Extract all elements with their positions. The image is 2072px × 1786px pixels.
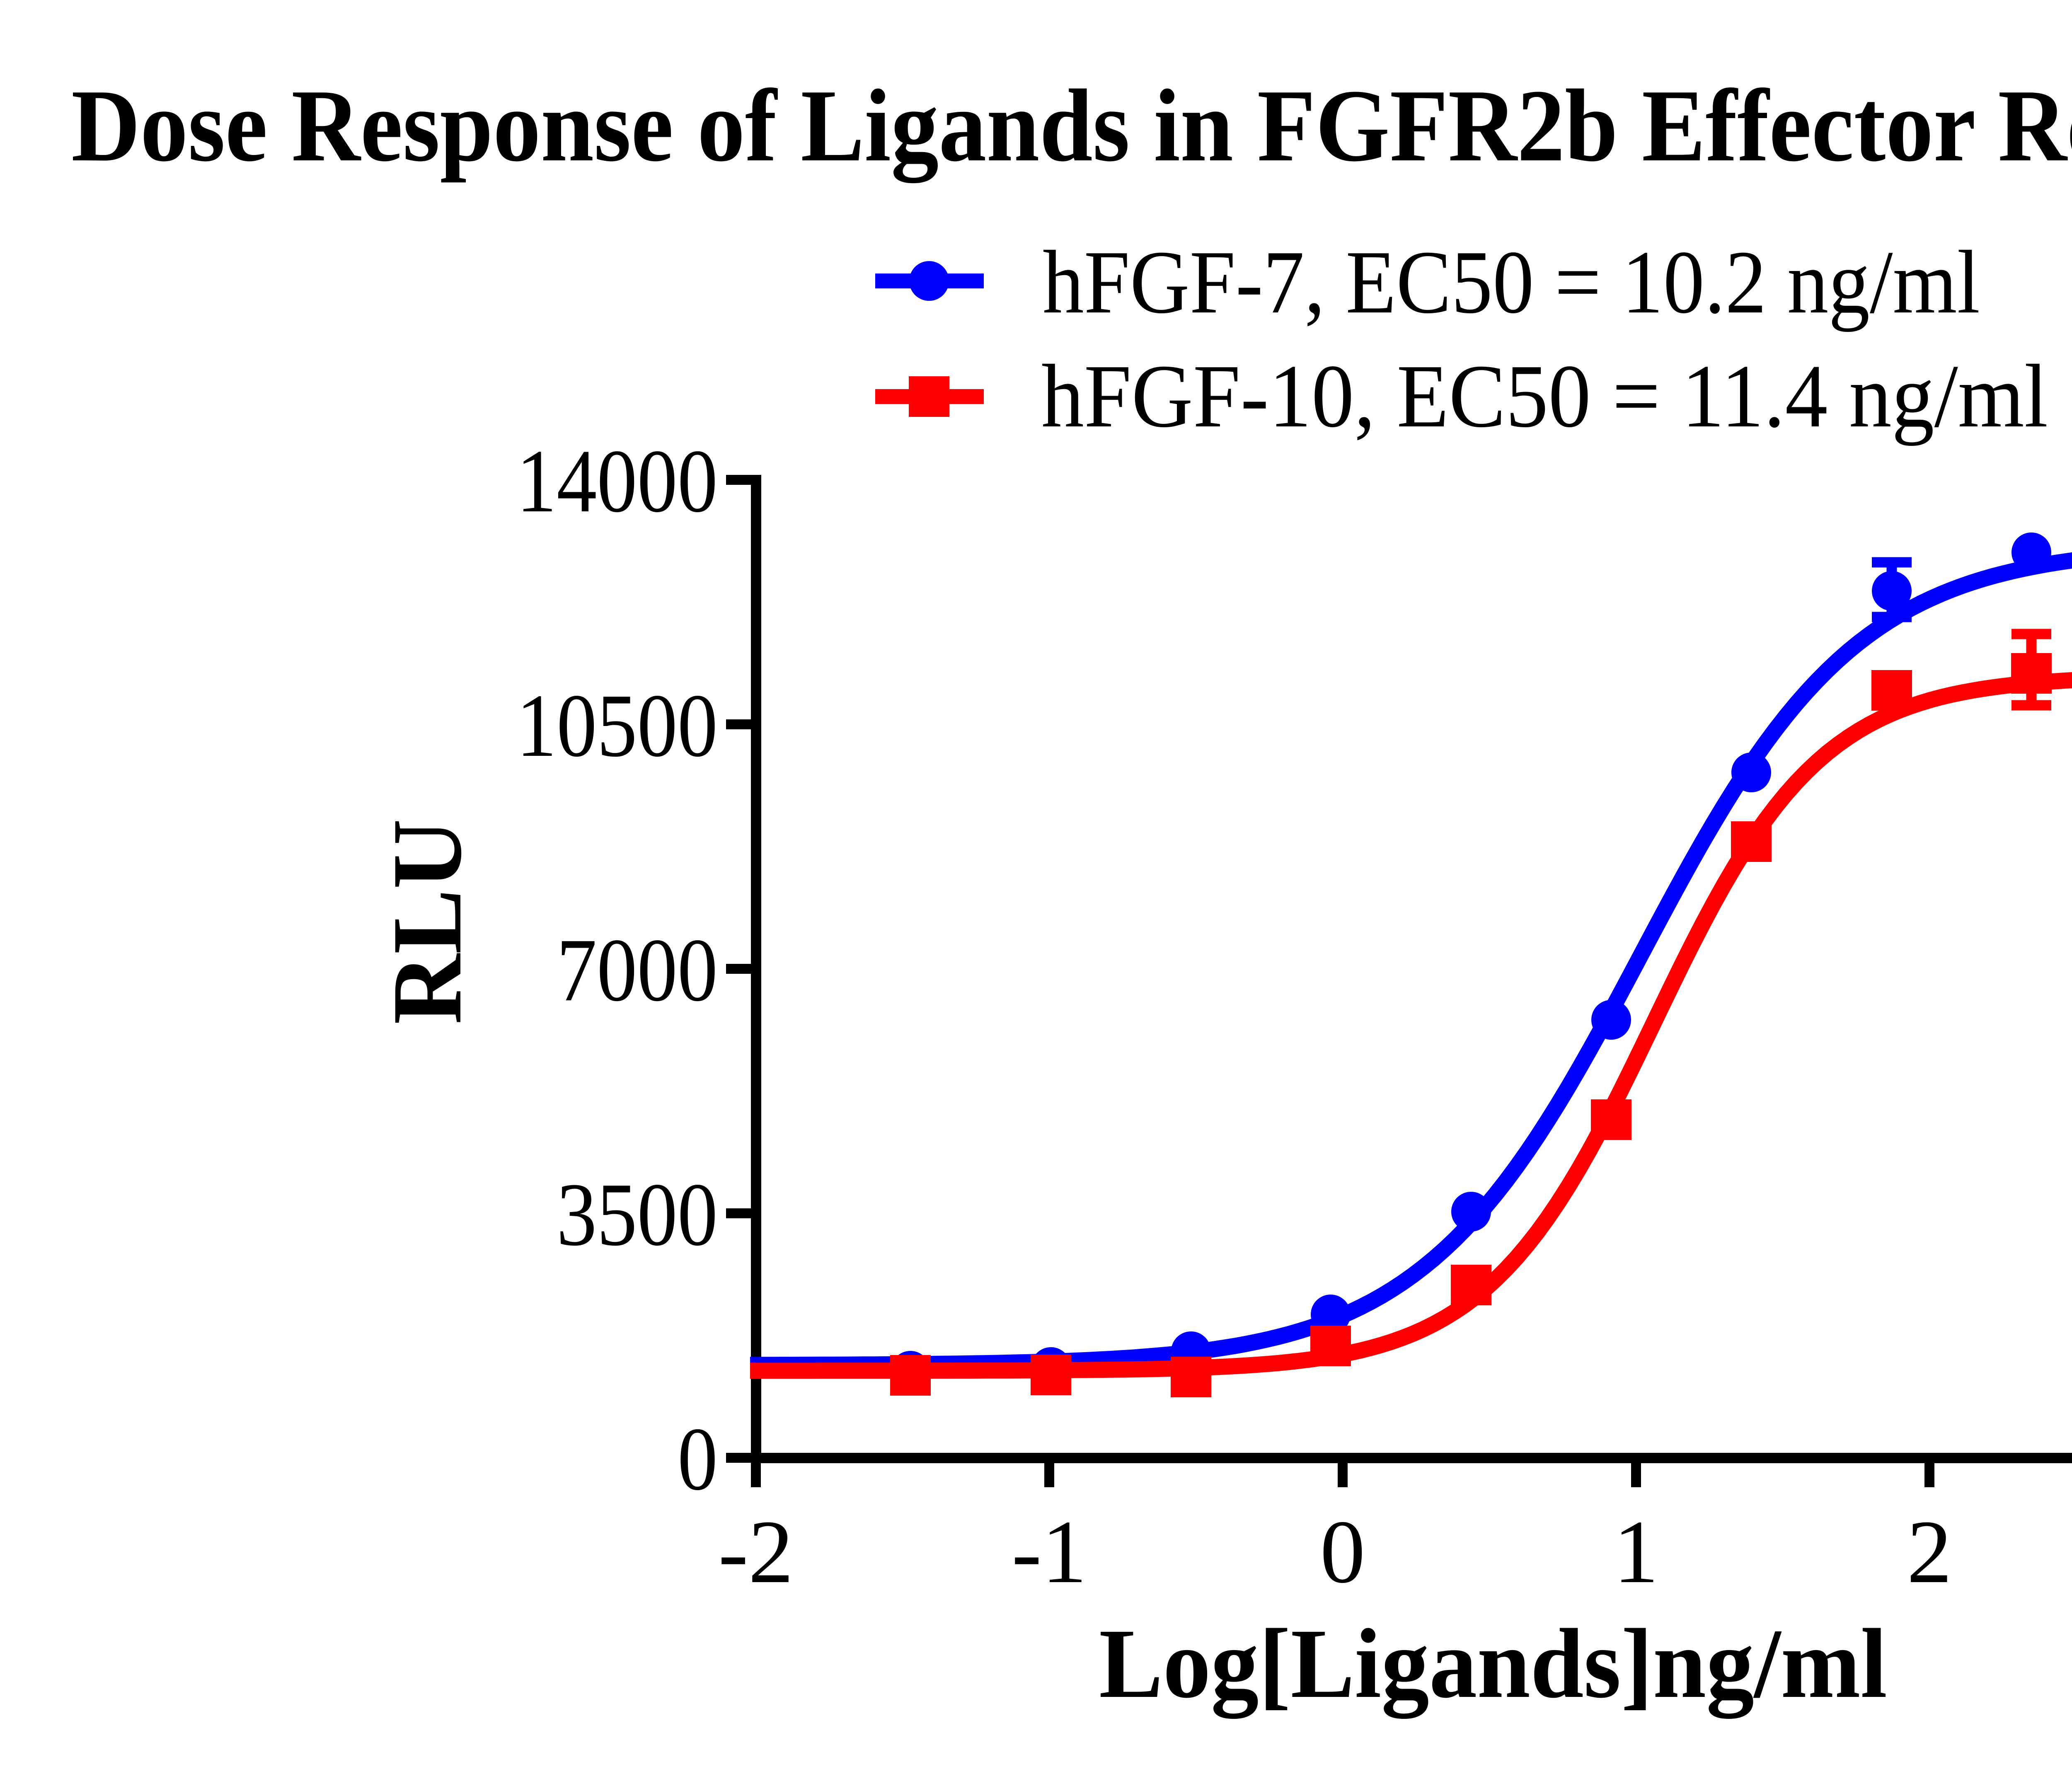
svg-text:Log[Ligands]ng/ml: Log[Ligands]ng/ml (1099, 1608, 1887, 1719)
svg-text:RLU: RLU (372, 819, 482, 1024)
svg-text:-2: -2 (718, 1502, 794, 1602)
svg-text:hFGF-10, EC50 = 11.4 ng/ml: hFGF-10, EC50 = 11.4 ng/ml (1041, 346, 2048, 446)
svg-text:hFGF-7, EC50 = 10.2 ng/ml: hFGF-7, EC50 = 10.2 ng/ml (1043, 232, 1980, 332)
svg-text:-1: -1 (1012, 1502, 1087, 1602)
svg-text:3500: 3500 (557, 1165, 718, 1265)
svg-text:7000: 7000 (557, 920, 718, 1020)
svg-text:0: 0 (678, 1409, 718, 1509)
svg-text:1: 1 (1614, 1502, 1659, 1602)
svg-text:10500: 10500 (516, 676, 718, 776)
svg-text:Dose Response of Ligands in FG: Dose Response of Ligands in FGFR2b Effec… (71, 57, 2072, 183)
svg-text:2: 2 (1907, 1502, 1952, 1602)
svg-text:0: 0 (1320, 1502, 1365, 1602)
svg-text:14000: 14000 (516, 431, 718, 531)
